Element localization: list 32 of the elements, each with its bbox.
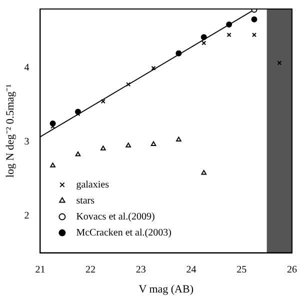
point — [75, 152, 81, 156]
y-tick-label: 3 — [24, 136, 30, 148]
y-axis-title: log N deg⁻² 0.5mag⁻¹ — [4, 84, 16, 178]
point — [50, 162, 56, 168]
point — [126, 82, 131, 87]
x-tick-label: 25 — [236, 264, 247, 276]
legend-label: McCracken et al.(2003) — [76, 227, 172, 238]
legend-label: galaxies — [76, 179, 110, 190]
point — [252, 32, 256, 38]
point — [100, 99, 106, 104]
point — [202, 40, 206, 46]
point — [150, 141, 156, 146]
x-tick-label: 22 — [86, 264, 96, 276]
y-tick-label: 2 — [24, 210, 30, 222]
x-axis-title: V mag (AB) — [138, 283, 194, 296]
point — [100, 146, 106, 150]
point — [251, 16, 258, 22]
x-tick-label: 24 — [186, 264, 196, 276]
x-tick-label: 26 — [287, 264, 297, 276]
x-tick-label: 23 — [136, 264, 146, 276]
point — [201, 170, 207, 175]
x-tick-label: 21 — [35, 264, 46, 276]
legend-label: stars — [76, 195, 95, 206]
legend-label: Kovacs et al.(2009) — [76, 211, 155, 222]
point — [126, 142, 131, 148]
point — [226, 32, 232, 38]
point — [200, 34, 207, 40]
point — [151, 66, 156, 70]
point — [277, 60, 282, 66]
point — [226, 22, 232, 28]
y-tick-label: 4 — [24, 62, 30, 74]
point — [176, 136, 182, 142]
